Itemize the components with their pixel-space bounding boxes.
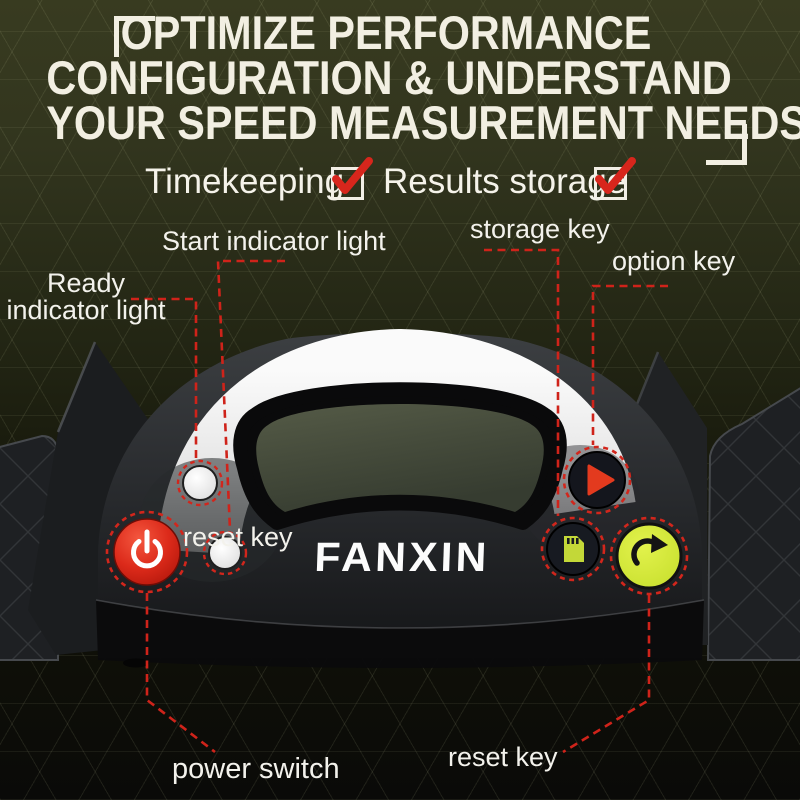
headline-line1: OPTIMIZE PERFORMANCE xyxy=(120,6,652,59)
storage-key-button[interactable] xyxy=(540,516,606,582)
callout-reset-key-mid: reset key xyxy=(183,522,293,552)
device-base xyxy=(96,600,704,668)
reset-key-button[interactable] xyxy=(609,516,689,596)
feature-results-storage-checkbox xyxy=(594,157,636,200)
play-icon xyxy=(587,464,615,496)
screw-detail xyxy=(123,658,149,668)
ready-indicator-light xyxy=(176,459,224,507)
callout-start-indicator-light: Start indicator light xyxy=(162,226,386,256)
callout-reset-key-bottom: reset key xyxy=(448,742,558,772)
headline-bracket-topleft-icon xyxy=(114,16,155,57)
reset-arrow-icon xyxy=(631,534,668,566)
leader-start-indicator xyxy=(216,259,285,531)
lcd-display xyxy=(233,382,567,530)
right-wing-panel xyxy=(706,387,800,661)
callout-ready-indicator-light: Ready indicator light xyxy=(6,268,166,325)
sd-card-icon xyxy=(564,536,584,562)
headline-line2: CONFIGURATION & UNDERSTAND xyxy=(46,51,732,104)
brand-logo: FANXIN xyxy=(313,534,491,580)
leader-power-switch xyxy=(145,593,216,754)
option-key-button[interactable] xyxy=(562,445,632,515)
feature-results-storage-label: Results storage xyxy=(383,162,627,201)
start-indicator-light xyxy=(202,530,248,576)
leader-lines xyxy=(131,248,668,754)
leader-reset-key xyxy=(562,595,651,754)
callout-storage-key: storage key xyxy=(470,214,610,244)
headline: OPTIMIZE PERFORMANCE CONFIGURATION & UND… xyxy=(0,6,800,149)
headline-bracket-bottomright-icon xyxy=(706,124,747,165)
leader-storage-key xyxy=(484,248,560,516)
leader-option-key xyxy=(591,284,668,445)
check-icon xyxy=(332,157,373,194)
callout-power-switch: power switch xyxy=(172,753,340,785)
power-switch-button[interactable] xyxy=(105,510,189,594)
callout-option-key: option key xyxy=(612,246,736,276)
feature-timekeeping-label: Timekeeping xyxy=(145,162,345,201)
headline-line3: YOUR SPEED MEASUREMENT NEEDS xyxy=(46,96,800,149)
check-icon xyxy=(595,157,636,194)
base-highlight xyxy=(95,599,705,629)
power-icon xyxy=(131,529,163,569)
feature-timekeeping-checkbox xyxy=(331,157,373,200)
